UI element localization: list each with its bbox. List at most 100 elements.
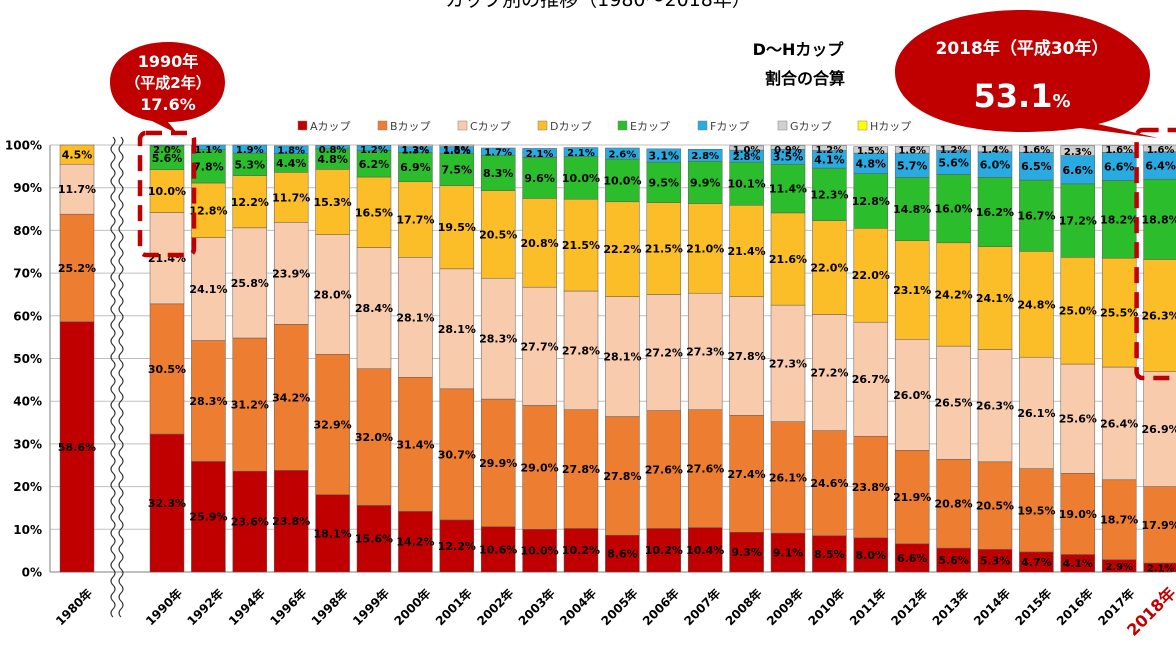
data-label: 7.5% <box>442 164 473 177</box>
legend-label: Cカップ <box>470 120 511 133</box>
bar-segment <box>894 177 930 241</box>
data-label: 4.1% <box>814 153 845 166</box>
data-label: 2.8% <box>691 151 719 162</box>
bar-segment <box>232 144 268 154</box>
data-label: 27.2% <box>810 367 848 380</box>
bar-segment <box>770 163 806 214</box>
data-label: 16.2% <box>976 206 1014 219</box>
data-label: 27.8% <box>562 344 600 357</box>
bar-segment <box>522 157 557 199</box>
bar-segment <box>894 543 930 573</box>
data-label: 32.9% <box>314 418 352 431</box>
bar-segment <box>1101 152 1137 181</box>
data-label: 11.7% <box>272 191 310 204</box>
data-label: 28.1% <box>603 351 641 364</box>
data-label: 58.6% <box>58 441 96 454</box>
data-label: 31.2% <box>231 399 269 412</box>
data-label: 9.3% <box>731 546 762 559</box>
legend-swatch <box>697 120 708 131</box>
x-tick-label: 2006年 <box>639 586 682 629</box>
data-label: 19.5% <box>1017 504 1055 517</box>
bar-segment <box>894 240 930 340</box>
bar-segment <box>522 148 557 158</box>
y-tick-label: 50% <box>13 352 42 366</box>
legend-label: Bカップ <box>390 120 431 133</box>
bar-segment <box>522 286 557 406</box>
data-label: 28.3% <box>479 333 517 346</box>
data-label: 18.8% <box>1142 213 1176 226</box>
bar-segment <box>812 145 847 151</box>
legend-label: Dカップ <box>550 120 591 133</box>
bar-segment <box>232 227 268 339</box>
bar-segment <box>232 175 268 229</box>
data-label: 2.6% <box>609 150 637 161</box>
data-label: 1.7% <box>484 148 512 159</box>
bar-segment <box>1019 468 1054 553</box>
data-label: 29.0% <box>521 461 559 474</box>
bar-segment <box>480 190 516 279</box>
bar-segment <box>894 152 930 178</box>
data-label: 27.8% <box>603 470 641 483</box>
bar-segment <box>729 415 764 533</box>
data-label: 27.4% <box>728 468 766 481</box>
bar-segment <box>853 435 889 539</box>
bar-segment <box>191 149 226 184</box>
data-label: 9.9% <box>690 176 721 189</box>
data-label: 10.2% <box>645 544 683 557</box>
data-label: 6.6% <box>1104 160 1135 173</box>
bar-segment <box>977 151 1013 178</box>
bar-segment <box>894 146 930 154</box>
bar-segment <box>149 303 185 435</box>
bar-segment <box>563 409 599 529</box>
legend-swatch <box>857 120 868 131</box>
bar-segment <box>356 176 392 248</box>
bar-segment <box>646 202 682 295</box>
x-tick-label: 1980年 <box>52 586 95 629</box>
data-label: 2.9% <box>1105 562 1133 573</box>
bar-segment <box>439 268 475 390</box>
data-label: 11.7% <box>58 183 96 196</box>
bar-segment <box>646 294 682 411</box>
data-label: 32.0% <box>355 431 393 444</box>
bar-segment <box>687 292 723 410</box>
data-label: 2.8% <box>733 152 761 163</box>
data-label: 26.3% <box>976 400 1014 413</box>
data-label: 23.9% <box>272 267 310 280</box>
data-label: 21.5% <box>645 243 683 256</box>
bar-segment <box>149 212 185 305</box>
data-label: 23.8% <box>272 515 310 528</box>
data-label: 21.4% <box>728 245 766 258</box>
callout-line: （平成2年） <box>125 74 210 92</box>
data-label: 7.8% <box>193 160 224 173</box>
data-label: 0.8% <box>319 145 347 156</box>
data-label: 5.3% <box>980 555 1011 568</box>
data-label: 14.8% <box>893 203 931 216</box>
x-tick-label: 2012年 <box>888 586 931 629</box>
x-tick-label: 2005年 <box>598 586 641 629</box>
bar-segment <box>522 405 557 530</box>
axis-break-line <box>110 136 116 618</box>
data-label: 14.2% <box>396 536 434 549</box>
bar-segment <box>398 257 433 378</box>
bar-segment <box>59 213 95 323</box>
y-tick-label: 100% <box>5 139 42 153</box>
data-label: 2.1% <box>567 148 595 159</box>
bar-segment <box>936 459 971 549</box>
data-label: 1.2% <box>402 145 430 156</box>
data-label: 18.7% <box>1100 514 1138 527</box>
data-label: 28.0% <box>314 288 352 301</box>
x-tick-label: 2007年 <box>681 586 724 629</box>
data-label: 2.3% <box>1064 147 1092 158</box>
x-tick-label: 1992年 <box>184 586 227 629</box>
data-label: 21.0% <box>686 242 724 255</box>
data-label: 10.0% <box>603 174 641 187</box>
bar-segment <box>770 304 806 422</box>
x-tick-label: 2014年 <box>970 586 1013 629</box>
bar-segment <box>480 277 516 400</box>
bar-segment <box>191 144 226 150</box>
data-label: 1.2% <box>360 145 388 156</box>
data-label: 24.8% <box>1017 298 1055 311</box>
data-label: 12.8% <box>189 204 227 217</box>
bar-segment <box>770 212 806 306</box>
